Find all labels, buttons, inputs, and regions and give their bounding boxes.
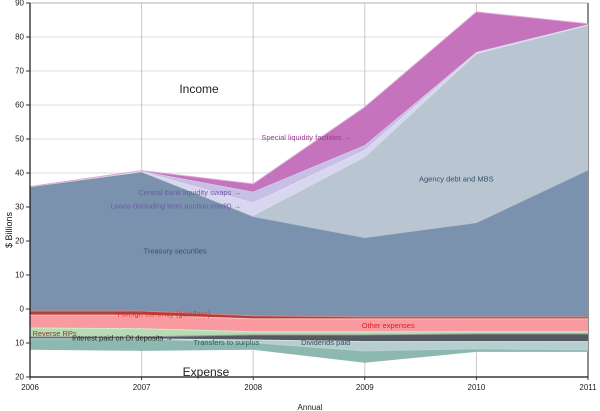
label-foreign-currency: Foreign currency (gain/loss) — [117, 309, 210, 318]
label-other-expenses: Other expenses — [362, 321, 415, 330]
y-tick-label: 80 — [15, 33, 24, 42]
area-edge-rrp — [29, 327, 588, 333]
area-treasury — [30, 169, 588, 317]
area-agency — [30, 25, 588, 238]
area-loans — [30, 24, 588, 216]
area-rrp — [30, 328, 588, 337]
x-tick-label: 2007 — [133, 383, 151, 392]
label-loans: Loans (including term auction credit) → — [110, 201, 240, 210]
y-tick-label: 90 — [15, 0, 24, 8]
area-transfers — [30, 338, 588, 363]
income-region-label: Income — [179, 82, 219, 96]
label-dividends-paid: Dividends paid — [301, 338, 350, 347]
y-tick-label: 20 — [15, 373, 24, 382]
area-edge-dividends — [30, 333, 588, 338]
label-treasury-securities: Treasury securities — [144, 246, 207, 255]
x-axis-title: Annual — [297, 403, 323, 411]
x-tick-label: 2006 — [21, 383, 39, 392]
x-tick-label: 2011 — [579, 383, 597, 392]
y-tick-label: 40 — [15, 169, 24, 178]
label-special-liquidity-facilities: Special liquidity facilities → — [261, 133, 351, 142]
label-transfers-to-surplus: Transfers to surplus — [193, 338, 259, 347]
x-tick-label: 2010 — [468, 383, 486, 392]
label-interest-paid-di-deposits: Interest paid on DI deposits → — [72, 334, 173, 343]
area-edge-fx — [30, 310, 588, 318]
area-edge-slf — [29, 11, 589, 188]
x-tick-label: 2009 — [356, 383, 374, 392]
area-slf — [30, 11, 588, 192]
label-reverse-rps: Reverse RPs — [32, 329, 76, 338]
area-edge-other — [30, 314, 588, 320]
expense-region-label: Expense — [182, 365, 230, 379]
y-axis-title: $ Billions — [4, 211, 14, 249]
y-tick-label: 10 — [15, 271, 24, 280]
label-agency-debt-and-mbs: Agency debt and MBS — [419, 175, 494, 184]
y-tick-label: 60 — [15, 101, 24, 110]
y-tick-label: 50 — [15, 135, 24, 144]
x-tick-label: 2008 — [244, 383, 262, 392]
area-edge-transfers — [30, 338, 589, 352]
label-central-bank-liquidity-swaps: Central bank liquidity swaps → — [138, 188, 241, 197]
y-tick-label: 30 — [15, 203, 24, 212]
y-tick-label: 70 — [15, 67, 24, 76]
y-tick-label: 10 — [15, 339, 24, 348]
area-dividends — [30, 333, 588, 342]
y-tick-label: 20 — [15, 237, 24, 246]
y-tick-label: 0 — [20, 305, 25, 314]
